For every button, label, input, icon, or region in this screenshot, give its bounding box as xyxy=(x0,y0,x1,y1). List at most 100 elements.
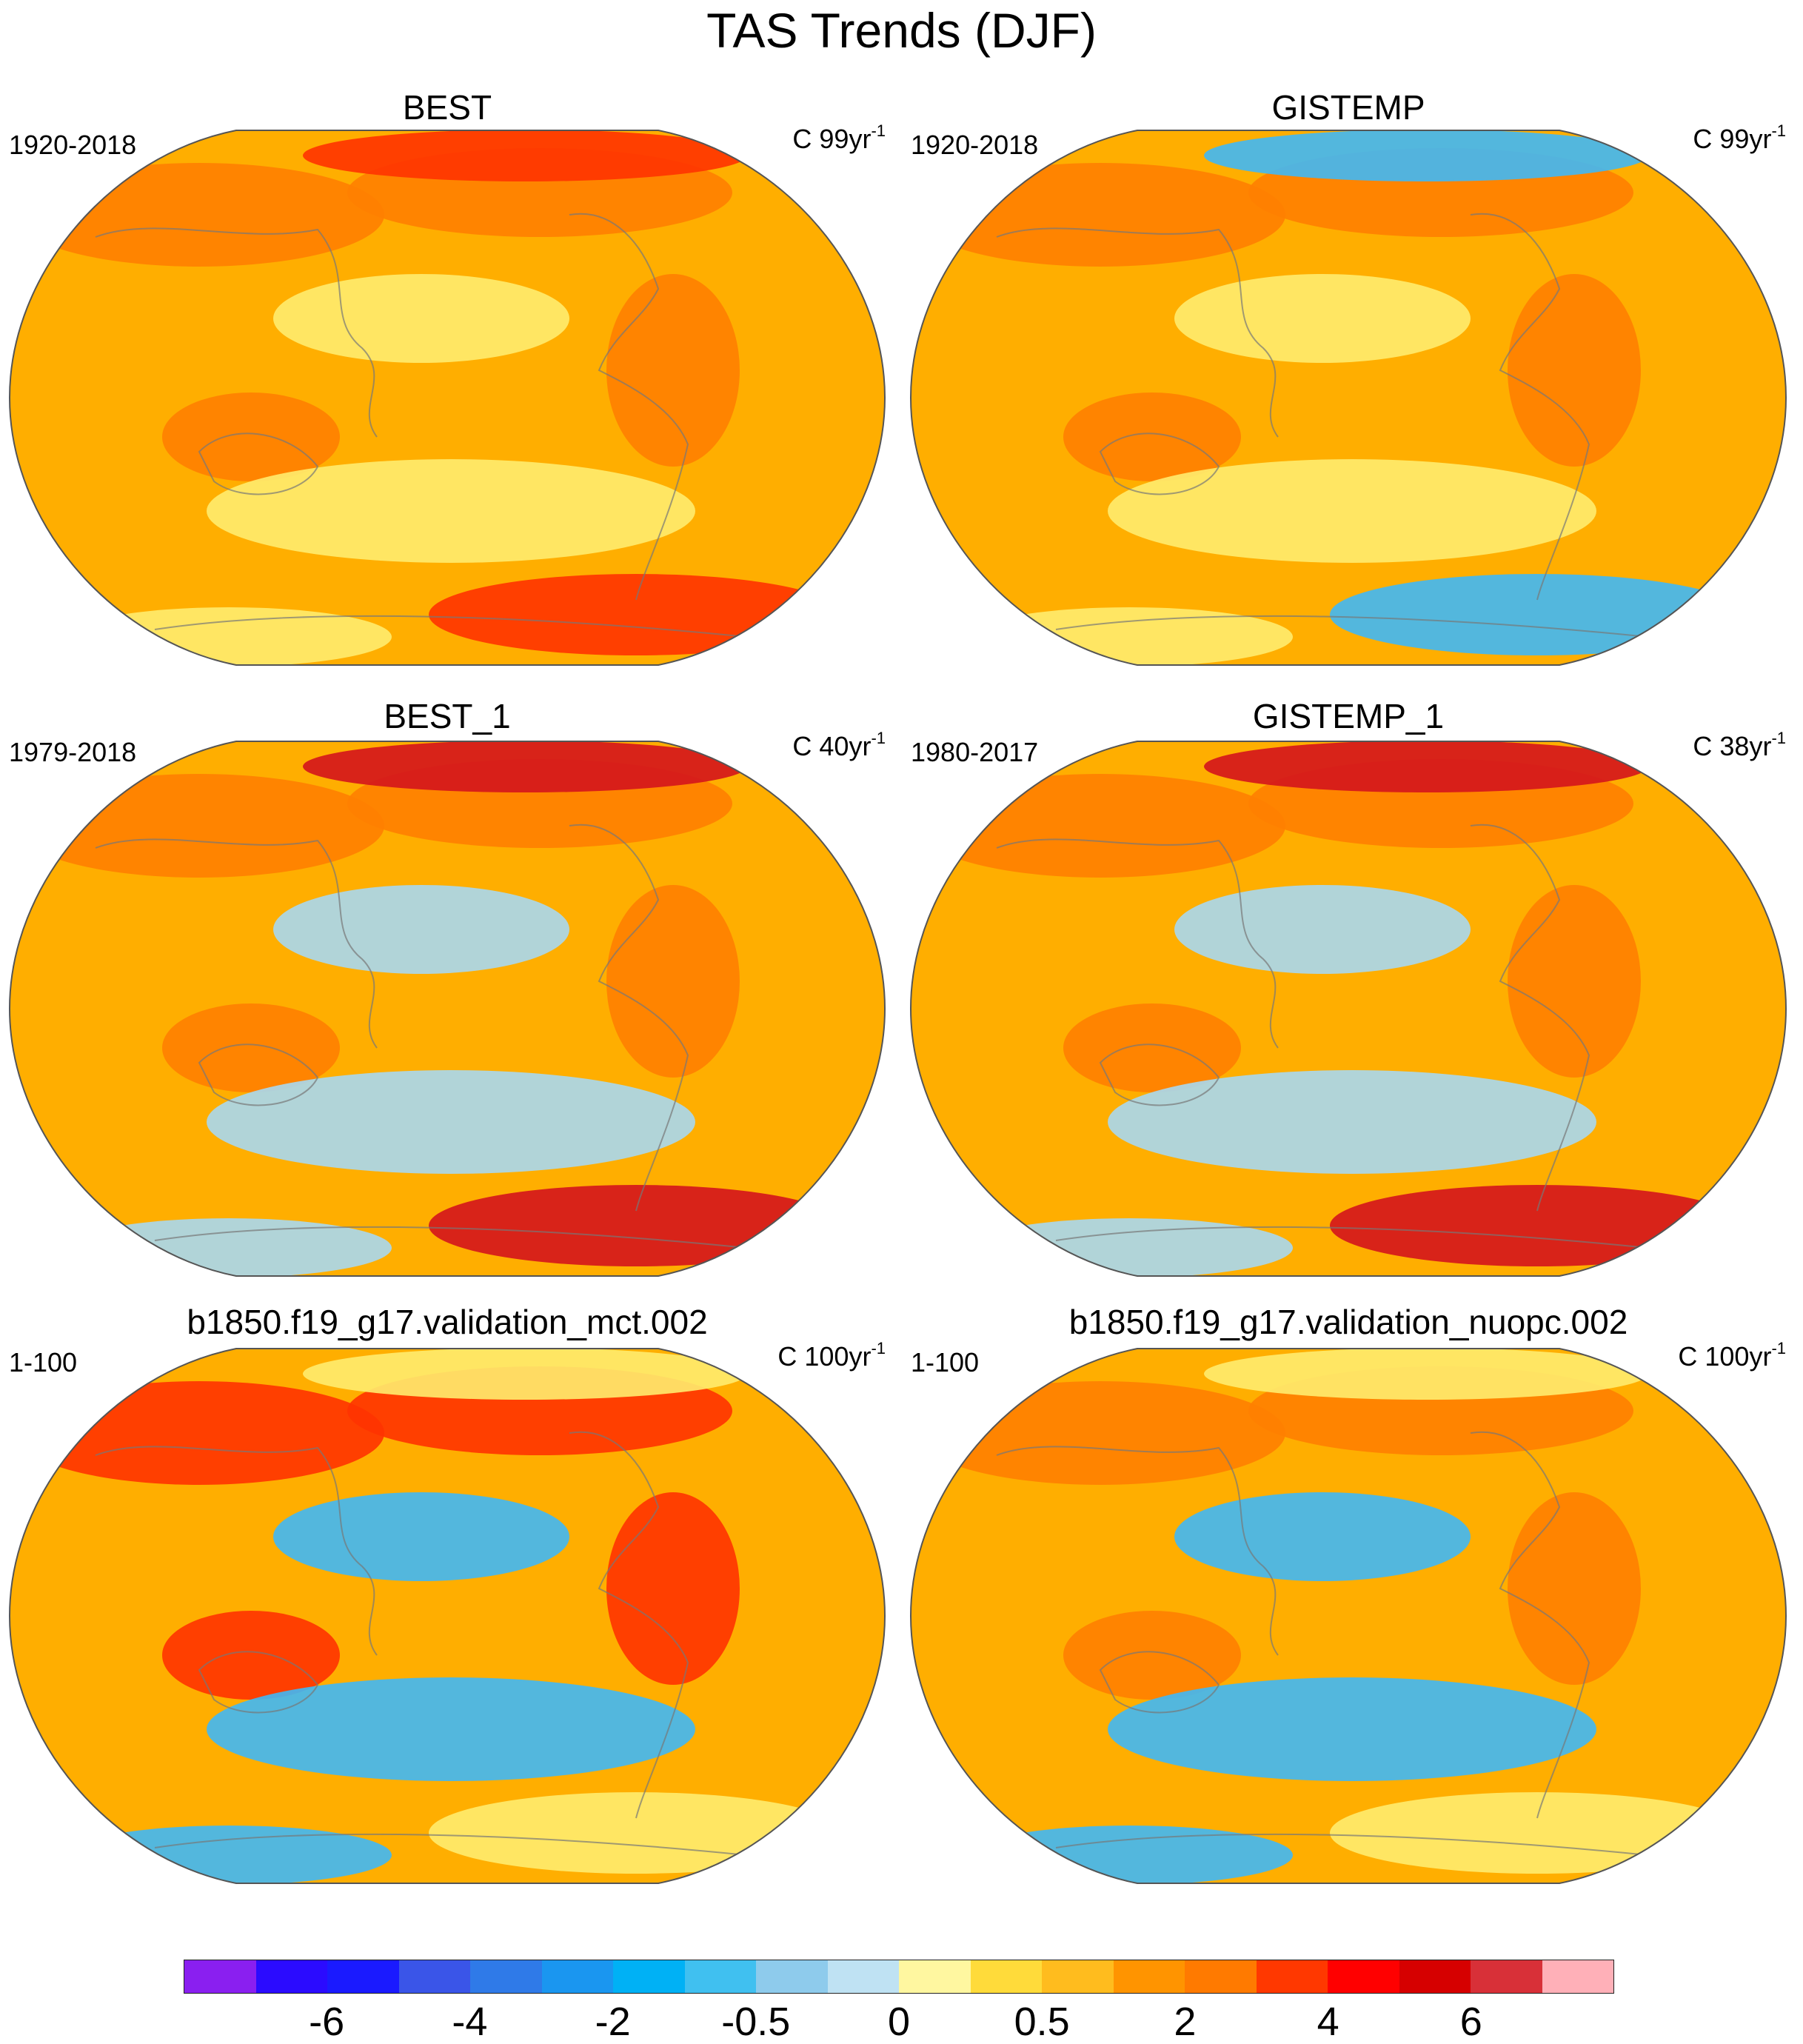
trend-region xyxy=(1063,393,1241,481)
coastlines xyxy=(996,824,1649,1249)
colorbar-swatch xyxy=(1328,1960,1399,1993)
colorbar-swatch xyxy=(184,1960,256,1993)
colorbar-tick-label: -2 xyxy=(595,2000,631,2044)
units-label: C 99yr-1 xyxy=(1693,121,1786,154)
colorbar xyxy=(184,1960,1614,1994)
projected-map xyxy=(909,130,1787,666)
period-label: 1-100 xyxy=(9,1347,78,1377)
trend-region xyxy=(273,885,569,974)
figure-title: TAS Trends (DJF) xyxy=(706,3,1097,58)
colorbar-tick-label: 4 xyxy=(1317,2000,1339,2044)
trend-region xyxy=(429,1185,843,1266)
panel-title: GISTEMP xyxy=(1271,88,1425,127)
colorbar-tick-label: -6 xyxy=(309,2000,345,2044)
colorbar-swatch xyxy=(255,1960,327,1993)
colorbar-swatch xyxy=(1399,1960,1471,1993)
map-outline xyxy=(8,1348,886,1884)
trend-region xyxy=(1174,885,1471,974)
trend-region xyxy=(1063,1003,1241,1092)
period-label: 1-100 xyxy=(911,1347,980,1377)
colorbar-swatch xyxy=(827,1960,899,1993)
colorbar-tick-label: 2 xyxy=(1174,2000,1197,2044)
colorbar-swatch xyxy=(684,1960,756,1993)
units-label: C 40yr-1 xyxy=(792,729,886,761)
panel-title: GISTEMP_1 xyxy=(1252,697,1445,735)
colorbar-tick-label: -4 xyxy=(452,2000,488,2044)
period-label: 1979-2018 xyxy=(9,737,137,767)
colorbar-swatch xyxy=(1042,1960,1114,1993)
trend-region xyxy=(606,885,740,1078)
projected-map xyxy=(8,741,886,1277)
trend-region xyxy=(1508,274,1641,467)
units-label: C 99yr-1 xyxy=(792,121,886,154)
trend-region xyxy=(1108,1070,1596,1174)
period-label: 1920-2018 xyxy=(9,130,137,160)
trend-region xyxy=(1330,1185,1745,1266)
trend-region xyxy=(1508,885,1641,1078)
map-outline xyxy=(909,130,1787,666)
colorbar-tick-label: 6 xyxy=(1459,2000,1482,2044)
colorbar-swatch xyxy=(541,1960,613,1993)
coastlines xyxy=(95,824,748,1249)
projected-map xyxy=(909,741,1787,1277)
trend-region xyxy=(1204,741,1648,792)
trend-region xyxy=(207,1677,695,1781)
colorbar-swatch xyxy=(899,1960,971,1993)
projected-map xyxy=(909,1348,1787,1884)
trend-region xyxy=(606,1492,740,1685)
colorbar-swatch xyxy=(398,1960,470,1993)
trend-region xyxy=(273,274,569,363)
trend-region xyxy=(1330,574,1745,655)
trend-region xyxy=(1108,1677,1596,1781)
trend-region xyxy=(1508,1492,1641,1685)
coastlines xyxy=(95,1431,748,1856)
panel-title: b1850.f19_g17.validation_nuopc.002 xyxy=(1068,1303,1628,1341)
trend-region xyxy=(1174,274,1471,363)
colorbar-swatch xyxy=(1542,1960,1613,1993)
map-outline xyxy=(909,1348,1787,1884)
coastlines xyxy=(996,213,1649,638)
colorbar-swatch xyxy=(470,1960,542,1993)
colorbar-swatch xyxy=(1256,1960,1328,1993)
panel-title: BEST xyxy=(402,88,492,127)
trend-region xyxy=(14,163,384,267)
colorbar-swatch xyxy=(1113,1960,1185,1993)
map-outline xyxy=(909,741,1787,1277)
trend-region xyxy=(1063,1611,1241,1700)
trend-region xyxy=(14,774,384,878)
trend-region xyxy=(1330,1792,1745,1874)
map-outline xyxy=(8,130,886,666)
units-label: C 38yr-1 xyxy=(1693,729,1786,761)
colorbar-labels: -6 -4 -2 -0.5 0 0.5 2 4 6 xyxy=(0,2000,1803,2044)
colorbar-swatch xyxy=(1185,1960,1257,1993)
units-label: C 100yr-1 xyxy=(1678,1339,1786,1372)
trend-region xyxy=(207,1070,695,1174)
colorbar-swatch xyxy=(613,1960,685,1993)
trend-region xyxy=(1204,130,1648,181)
trend-region xyxy=(273,1492,569,1581)
projected-map xyxy=(8,130,886,666)
colorbar-tick-label: 0 xyxy=(887,2000,911,2044)
trend-region xyxy=(915,774,1285,878)
trend-region xyxy=(207,459,695,563)
trend-region xyxy=(915,163,1285,267)
projected-map xyxy=(8,1348,886,1884)
panel-title: b1850.f19_g17.validation_mct.002 xyxy=(187,1303,708,1341)
colorbar-swatch xyxy=(1471,1960,1542,1993)
trend-region xyxy=(303,741,747,792)
trend-region xyxy=(1174,1492,1471,1581)
trend-region xyxy=(1108,459,1596,563)
trend-region xyxy=(303,1349,747,1400)
panel-title: BEST_1 xyxy=(384,697,511,735)
trend-region xyxy=(915,1381,1285,1485)
trend-region xyxy=(606,274,740,467)
trend-region xyxy=(162,1003,340,1092)
period-label: 1920-2018 xyxy=(911,130,1039,160)
trend-region xyxy=(1204,1349,1648,1400)
colorbar-swatch xyxy=(970,1960,1042,1993)
colorbar-tick-label: -0.5 xyxy=(721,2000,791,2044)
trend-region xyxy=(429,574,843,655)
colorbar-swatch xyxy=(756,1960,828,1993)
map-outline xyxy=(8,741,886,1277)
period-label: 1980-2017 xyxy=(911,737,1039,767)
